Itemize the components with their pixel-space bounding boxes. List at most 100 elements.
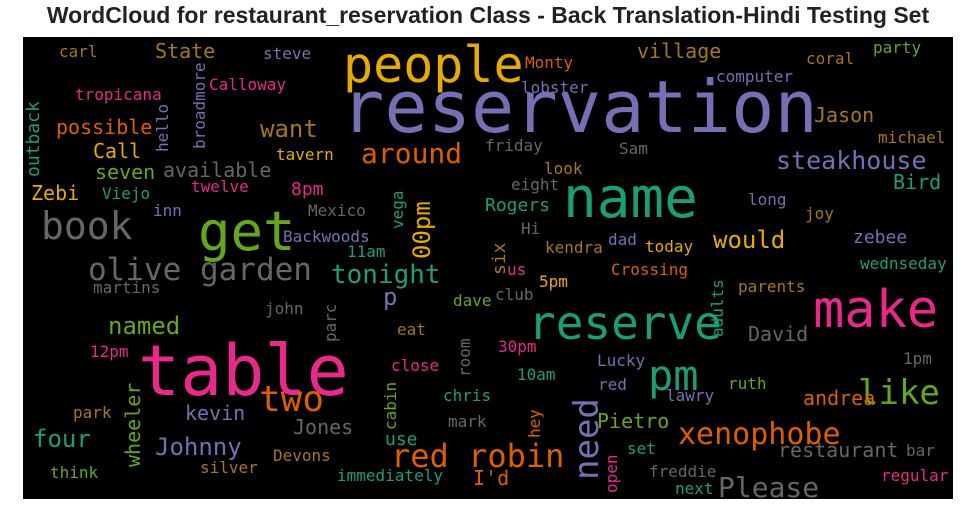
word-need: need <box>567 398 607 480</box>
word-wheeler: wheeler <box>121 383 145 467</box>
word-get: get <box>198 200 296 263</box>
word-think: think <box>50 463 99 482</box>
word-viejo: Viejo <box>102 184 150 203</box>
word-10am: 10am <box>517 365 556 384</box>
word-michael: michael <box>878 128 945 147</box>
word-john: john <box>265 299 304 318</box>
word-30pm: 30pm <box>498 337 537 356</box>
word-village: village <box>637 39 721 63</box>
word-00pm: 00pm <box>408 201 436 259</box>
word-steakhouse: steakhouse <box>776 146 927 175</box>
word-restaurant: restaurant <box>778 438 898 462</box>
word-steve: steve <box>263 44 311 63</box>
word-lobster: lobster <box>521 78 589 97</box>
word-call: Call <box>93 139 141 163</box>
word-inn: inn <box>153 201 182 220</box>
word-backwoods: Backwoods <box>283 227 370 246</box>
word-around: around <box>361 137 462 170</box>
word-vega: vega <box>388 190 407 229</box>
word-1pm: 1pm <box>903 349 932 368</box>
wordcloud-svg: reservation table people name make reserve get… <box>23 37 949 499</box>
word-sam: Sam <box>619 139 648 158</box>
word-wednseday: wednseday <box>860 254 947 273</box>
word-would: would <box>713 226 785 254</box>
word-use: use <box>385 429 418 450</box>
word-zebee: zebee <box>853 227 907 248</box>
word-coral: coral <box>806 49 854 68</box>
word-table: table <box>138 330 349 412</box>
word-zebi: Zebi <box>31 181 79 205</box>
word-calloway: Calloway <box>209 75 286 94</box>
word-crossing: Crossing <box>611 260 688 279</box>
word-tonight: tonight <box>331 260 441 290</box>
word-johnny: Johnny <box>155 433 242 461</box>
word-please: Please <box>718 471 819 499</box>
word-long: long <box>748 190 787 209</box>
word-pietro: Pietro <box>597 409 669 433</box>
word-eight: eight <box>511 175 559 194</box>
word-park: park <box>73 403 112 422</box>
word-lucky: Lucky <box>597 351 646 370</box>
wordcloud-canvas: reservation table people name make reserve get… <box>23 37 953 499</box>
word-club: club <box>495 285 534 304</box>
word-twelve: twelve <box>191 177 249 196</box>
word-12pm: 12pm <box>90 342 129 361</box>
word-kendra: kendra <box>545 238 603 257</box>
word-5pm: 5pm <box>539 272 568 291</box>
word-hey: hey <box>525 409 544 438</box>
word-close: close <box>391 356 439 375</box>
word-red: red <box>598 375 627 394</box>
word-us: us <box>507 260 526 279</box>
word-book: book <box>41 204 133 248</box>
word-state: State <box>155 39 215 63</box>
word-andrea: andrea <box>803 386 875 410</box>
word-lawry: lawry <box>666 386 715 405</box>
word-today: today <box>645 237 694 256</box>
word-david: David <box>748 322 808 346</box>
word-room: room <box>455 338 474 377</box>
word-hello: hello <box>153 104 172 152</box>
word-reservation: reservation <box>341 65 818 149</box>
word-friday: friday <box>485 136 543 155</box>
word-kevin: kevin <box>185 401 245 425</box>
word-want: want <box>260 115 318 143</box>
word-pm: pm <box>648 351 699 400</box>
word-tavern: tavern <box>276 145 334 164</box>
word-devons: Devons <box>273 446 331 465</box>
word-open: open <box>602 454 621 493</box>
word-olive-garden: olive garden <box>88 252 312 288</box>
word-name: name <box>563 166 698 231</box>
word-freddie: freddie <box>649 462 716 481</box>
word-dave: dave <box>453 291 492 310</box>
word-immediately: immediately <box>337 466 443 485</box>
word-like: like <box>858 373 940 413</box>
word-jones: Jones <box>293 415 353 439</box>
word-mark: mark <box>448 412 487 431</box>
word-silver: silver <box>200 458 258 477</box>
word-bird: Bird <box>893 170 941 194</box>
word-hi: Hi <box>521 219 540 238</box>
word-joy: joy <box>805 204 834 223</box>
word-set: set <box>627 439 656 458</box>
word-carl: carl <box>59 42 98 61</box>
word-mexico: Mexico <box>308 201 366 220</box>
word-ruth: ruth <box>728 374 767 393</box>
word-computer: computer <box>716 67 793 86</box>
word-seven: seven <box>95 160 155 184</box>
word-eat: eat <box>397 320 426 339</box>
word-rogers: Rogers <box>485 195 550 216</box>
word-party: party <box>873 38 922 57</box>
word-people: people <box>343 37 524 94</box>
word-look: look <box>544 159 583 178</box>
word-two: two <box>259 379 324 420</box>
word-possible: possible <box>56 115 152 139</box>
word-dad: dad <box>608 230 637 249</box>
word-adults: adults <box>708 279 727 337</box>
word-red-robin: red robin <box>391 437 564 475</box>
word-outback: outback <box>23 101 44 177</box>
word-broadmore: broadmore <box>190 62 209 149</box>
word-cabin: cabin <box>381 382 400 430</box>
word-six: six <box>489 242 510 275</box>
word-reserve: reserve <box>528 296 722 350</box>
word-parc: parc <box>321 303 340 342</box>
